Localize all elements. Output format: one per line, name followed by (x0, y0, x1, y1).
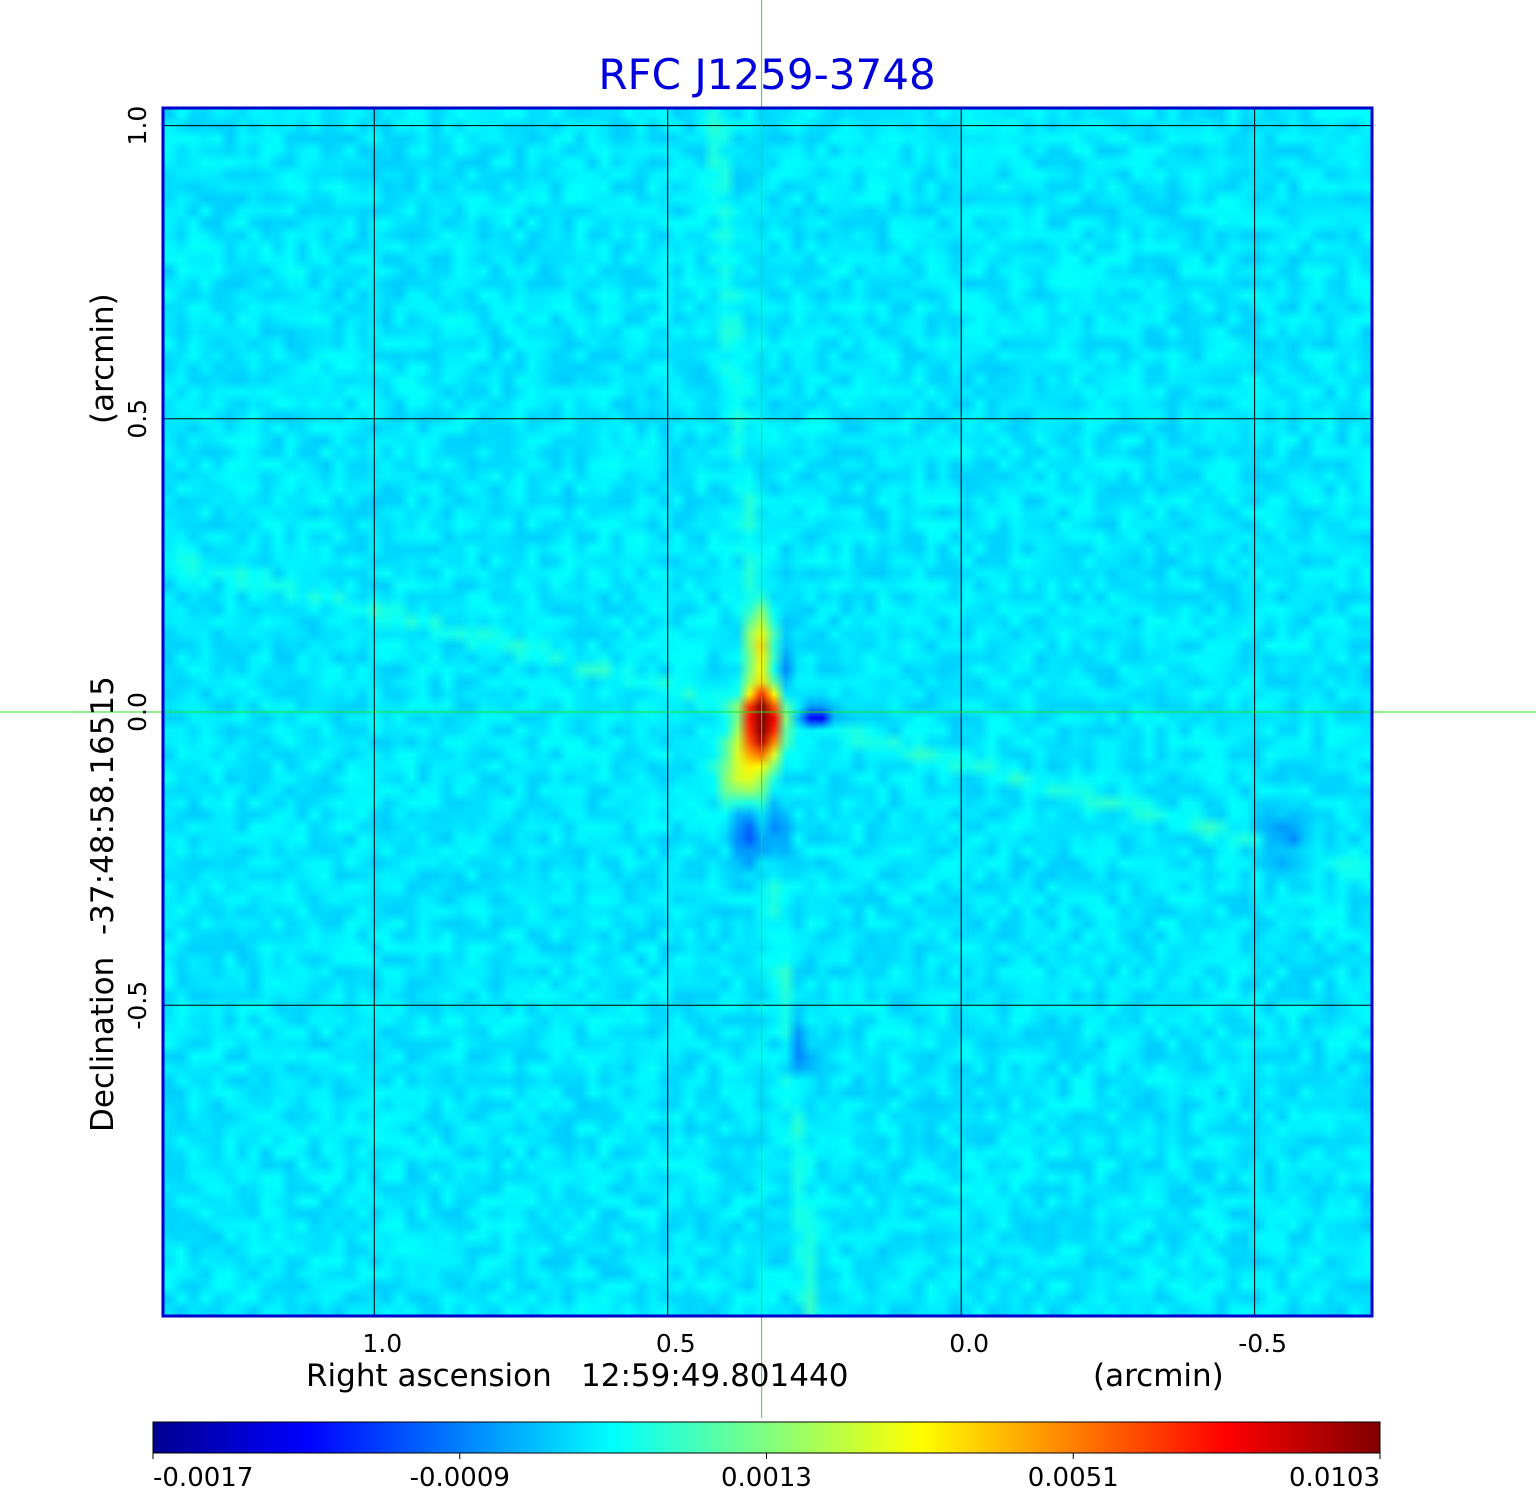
colorbar-tick-label: -0.0009 (410, 1463, 510, 1493)
colorbar-tick-labels: -0.0017 -0.0009 0.0013 0.0051 0.0103 (152, 1453, 1381, 1493)
chart-title: RFC J1259-3748 (598, 50, 935, 99)
y-tick-label: 0.0 (123, 692, 152, 732)
y-tick-label: 0.5 (123, 399, 152, 439)
y-axis-label-center: -37:48:58.16515 (85, 676, 121, 935)
x-tick-label: 1.0 (362, 1329, 402, 1358)
x-axis-label-prefix: Right ascension (306, 1358, 552, 1394)
colorbar-tick-label: -0.0017 (153, 1463, 253, 1493)
y-tick-labels: -0.5 0.0 0.5 1.0 (123, 106, 152, 1030)
colorbar (152, 1421, 1381, 1454)
colorbar-tick-label: 0.0103 (1289, 1463, 1380, 1493)
crosshair (0, 0, 1536, 1418)
x-axis-label-unit: (arcmin) (1093, 1358, 1224, 1394)
y-tick-label: 1.0 (123, 106, 152, 146)
x-tick-label: 0.5 (656, 1329, 696, 1358)
colorbar-tick-label: 0.0013 (721, 1463, 812, 1493)
y-axis-label-prefix: Declination (85, 957, 121, 1132)
x-axis-label-center: 12:59:49.801440 (581, 1358, 848, 1394)
x-tick-label: -0.5 (1238, 1329, 1287, 1358)
y-tick-label: -0.5 (123, 981, 152, 1030)
plot-frame (161, 106, 1374, 1318)
colorbar-tick-label: 0.0051 (1028, 1463, 1119, 1493)
x-tick-labels: 1.0 0.5 0.0 -0.5 (362, 1329, 1287, 1358)
y-axis-label-unit: (arcmin) (85, 293, 121, 424)
x-tick-label: 0.0 (949, 1329, 989, 1358)
